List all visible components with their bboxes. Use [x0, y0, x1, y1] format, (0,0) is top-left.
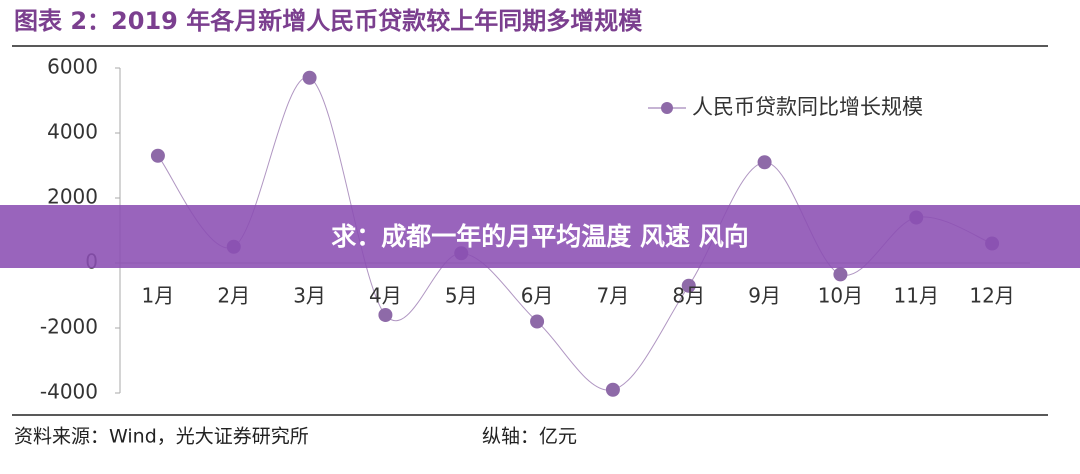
- x-tick-label: 9月: [748, 284, 781, 308]
- x-tick-label: 10月: [818, 284, 863, 308]
- banner: [0, 205, 1080, 268]
- legend-marker: [661, 102, 673, 114]
- x-tick-label: 7月: [597, 284, 630, 308]
- x-tick-label: 6月: [521, 284, 554, 308]
- banner-text: 求：成都一年的月平均温度 风速 风向: [331, 222, 748, 251]
- x-tick-label: 8月: [672, 284, 705, 308]
- chart-title: 图表 2：2019 年各月新增人民币贷款较上年同期多增规模: [14, 7, 643, 35]
- y-tick-label: 6000: [47, 55, 98, 79]
- data-point: [530, 314, 545, 329]
- source-note: 资料来源：Wind，光大证券研究所: [14, 426, 309, 448]
- x-tick-label: 11月: [894, 284, 939, 308]
- data-point: [833, 267, 848, 282]
- y-tick-label: -2000: [40, 315, 98, 339]
- x-tick-label: 1月: [142, 284, 175, 308]
- x-tick-label: 4月: [369, 284, 402, 308]
- y-tick-label: 2000: [47, 185, 98, 209]
- x-tick-label: 2月: [217, 284, 250, 308]
- data-point: [378, 308, 393, 322]
- x-tick-label: 12月: [969, 284, 1014, 308]
- data-point: [681, 278, 696, 293]
- data-point: [605, 382, 620, 397]
- x-tick-label: 3月: [293, 284, 326, 308]
- y-tick-label: 4000: [47, 120, 98, 144]
- unit-note: 纵轴：亿元: [482, 426, 577, 448]
- data-point: [757, 155, 772, 170]
- data-point: [150, 148, 165, 163]
- x-tick-label: 5月: [445, 284, 478, 308]
- legend-label: 人民币贷款同比增长规模: [692, 95, 923, 119]
- data-point: [302, 70, 317, 85]
- y-tick-label: -4000: [40, 380, 98, 404]
